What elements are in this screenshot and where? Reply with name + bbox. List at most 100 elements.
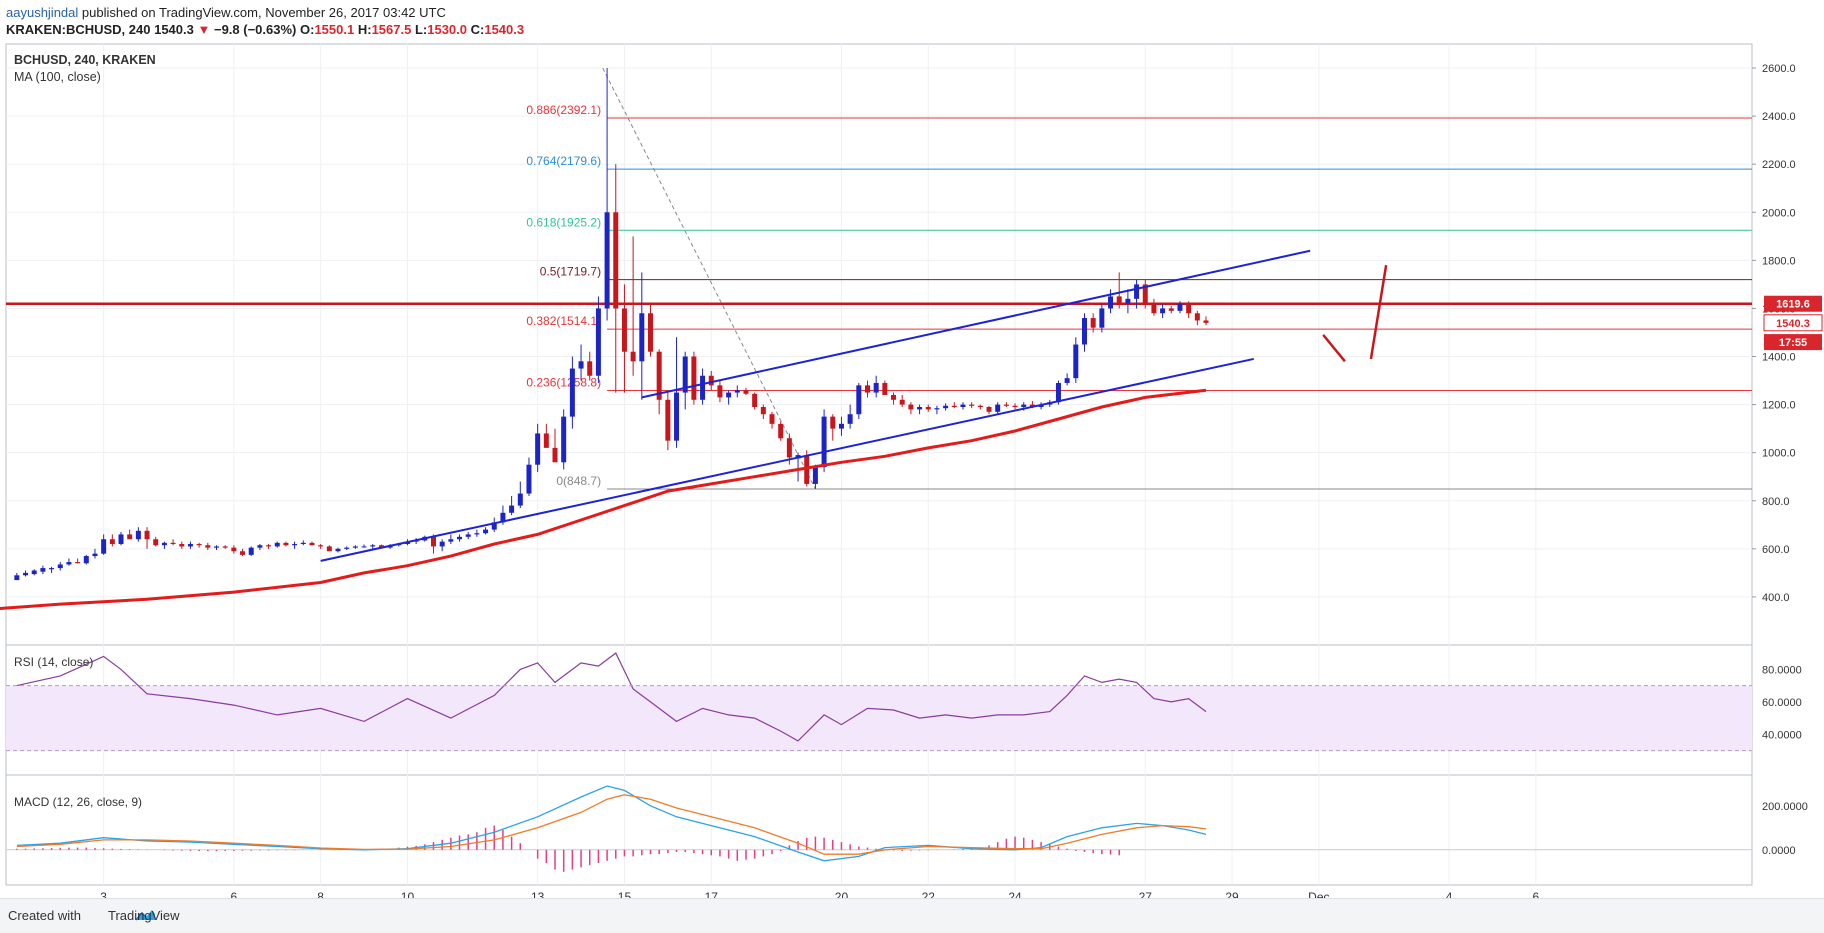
- price-tag-label: 1619.6: [1776, 299, 1810, 311]
- candle-body: [83, 556, 89, 564]
- candle-body: [700, 375, 706, 400]
- x-tick-label: 29: [1225, 890, 1239, 898]
- fib-level-label: 0.618(1925.2): [526, 215, 601, 229]
- candle-body: [187, 544, 193, 547]
- rsi-legend: RSI (14, close): [14, 655, 93, 669]
- candle-body: [352, 546, 358, 548]
- candle-body: [587, 361, 593, 376]
- candle-body: [153, 539, 159, 546]
- candle-body: [1125, 298, 1131, 304]
- x-tick-label: 27: [1139, 890, 1153, 898]
- x-tick-label: 17: [705, 890, 719, 898]
- candle-body: [1108, 296, 1114, 309]
- candle-body: [75, 562, 81, 564]
- tradingview-logo-icon[interactable]: [85, 906, 205, 926]
- candle-body: [674, 392, 680, 441]
- candle-body: [977, 405, 983, 408]
- candle-body: [474, 533, 480, 535]
- candle-body: [830, 416, 836, 429]
- candle-body: [821, 416, 827, 468]
- candle-body: [752, 393, 758, 408]
- candle-body: [57, 564, 63, 569]
- rsi-line: [16, 652, 1207, 742]
- candle-body: [491, 522, 497, 530]
- rsi-tick-label: 60.0000: [1762, 697, 1802, 709]
- candle-body: [109, 539, 115, 545]
- publish-line: aayushjindal published on TradingView.co…: [6, 5, 446, 20]
- candle-body: [517, 493, 523, 506]
- candle-body: [457, 536, 463, 540]
- x-tick-label: 10: [401, 890, 415, 898]
- candle-body: [717, 385, 723, 398]
- candle-body: [760, 407, 766, 415]
- candle-body: [1090, 318, 1096, 328]
- x-tick-label: 6: [231, 890, 238, 898]
- candle-body: [144, 530, 150, 540]
- footer: Created with TradingView: [0, 898, 1824, 933]
- candle-body: [274, 542, 280, 547]
- y-tick-label: 1800.0: [1762, 255, 1796, 267]
- candle-body: [300, 542, 306, 545]
- macd-legend: MACD (12, 26, close, 9): [14, 795, 142, 809]
- tradingview-brand[interactable]: TradingView: [108, 908, 180, 923]
- x-tick-label: 3: [100, 890, 107, 898]
- ma-legend: MA (100, close): [14, 70, 101, 84]
- candle-body: [231, 547, 237, 552]
- candle-body: [682, 356, 688, 393]
- candle-body: [786, 438, 792, 458]
- y-tick-label: 600.0: [1762, 544, 1790, 556]
- x-tick-label: 22: [922, 890, 936, 898]
- candle-body: [621, 308, 627, 352]
- trendlines[interactable]: [320, 249, 1311, 562]
- trendline: [320, 357, 1254, 562]
- last-price: 1540.3: [154, 22, 194, 37]
- candle-body: [465, 534, 471, 537]
- candle-body: [708, 375, 714, 386]
- open-value: 1550.1: [314, 22, 355, 37]
- created-with-text: Created with: [8, 908, 81, 923]
- candle-body: [943, 405, 949, 409]
- candle-body: [613, 212, 619, 309]
- candle-body: [213, 546, 219, 548]
- x-tick-label: 24: [1008, 890, 1022, 898]
- candle-body: [430, 536, 436, 547]
- candle-body: [222, 546, 228, 548]
- candle-body: [665, 399, 671, 441]
- candle-body: [595, 308, 601, 376]
- candle-body: [500, 512, 506, 523]
- fib-level-label: 0.5(1719.7): [540, 265, 601, 279]
- y-tick-label: 1000.0: [1762, 448, 1796, 460]
- candle-body: [1055, 382, 1061, 403]
- candle-body: [656, 351, 662, 400]
- candle-body: [196, 544, 202, 546]
- candle-body: [1003, 404, 1009, 406]
- candle-body: [1186, 303, 1192, 314]
- rsi-tick-label: 80.0000: [1762, 664, 1802, 676]
- fibonacci-levels: 0.886(2392.1) 0.764(2179.6) 0.618(1925.2) 0…: [6, 103, 1752, 490]
- candle-body: [838, 423, 844, 429]
- candle-body: [1194, 313, 1200, 321]
- candle-body: [795, 455, 801, 458]
- candle-body: [969, 404, 975, 406]
- candle-body: [161, 542, 167, 546]
- rsi-tick-label: 40.0000: [1762, 729, 1802, 741]
- fib-level-label: 0.764(2179.6): [526, 154, 601, 168]
- candle-body: [1021, 404, 1027, 408]
- candle-body: [326, 546, 332, 552]
- candle-body: [1177, 303, 1183, 311]
- candle-body: [639, 313, 645, 362]
- candle-body: [127, 534, 133, 540]
- candle-body: [726, 392, 732, 398]
- price-tag-box: [1764, 334, 1822, 351]
- macd-panel[interactable]: [5, 774, 1753, 886]
- price-tag-label: 1540.3: [1776, 318, 1810, 330]
- fib-level-label: 0.236(1258.8): [526, 375, 601, 389]
- ma100-line: [0, 388, 1207, 611]
- candle-body: [509, 505, 515, 513]
- x-tick-label: 8: [317, 890, 324, 898]
- author-link[interactable]: aayushjindal: [6, 5, 79, 20]
- y-tick-label: 1400.0: [1762, 352, 1796, 364]
- candle-body: [882, 382, 888, 395]
- chart-canvas[interactable]: 0.886(2392.1) 0.764(2179.6) 0.618(1925.2) 0…: [0, 40, 1824, 898]
- candle-body: [552, 447, 558, 463]
